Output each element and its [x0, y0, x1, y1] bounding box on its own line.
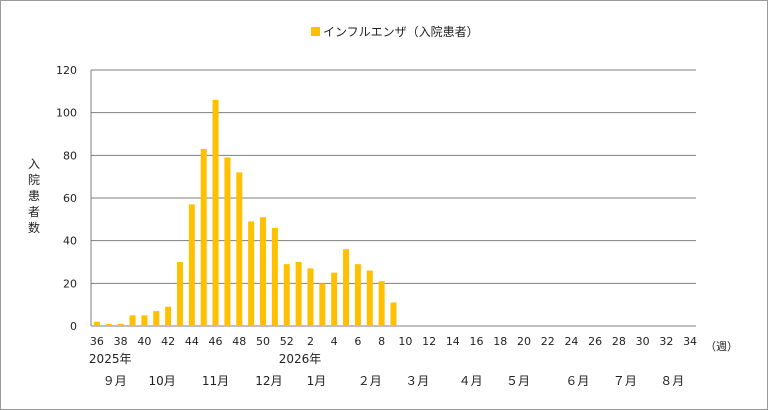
x-tick-label: 34 — [683, 335, 697, 348]
year-label: 2025年 — [89, 352, 132, 366]
bar — [93, 321, 100, 326]
y-axis-label-char: 患 — [28, 189, 40, 203]
bars — [93, 99, 397, 326]
month-label: 10月 — [149, 374, 176, 388]
x-tick-label: 36 — [90, 335, 104, 348]
year-labels: 2025年 2026年 — [89, 352, 321, 366]
y-tick-labels: 0 20 40 60 80 100 120 — [56, 64, 77, 333]
bar — [248, 221, 255, 326]
x-tick-label: 44 — [185, 335, 199, 348]
bar — [271, 227, 278, 326]
bar — [390, 302, 397, 326]
x-tick-label: 10 — [398, 335, 412, 348]
y-axis-label-char: 入 — [28, 157, 40, 171]
y-tick-label: 120 — [56, 64, 77, 77]
x-tick-label: 48 — [232, 335, 246, 348]
bar — [331, 272, 338, 326]
bar — [366, 270, 373, 326]
y-tick-label: 100 — [56, 107, 77, 120]
x-tick-label: 22 — [541, 335, 555, 348]
month-label: ６月 — [565, 374, 589, 388]
y-tick-label: 60 — [63, 192, 77, 205]
x-tick-label: 46 — [209, 335, 223, 348]
month-label: ８月 — [660, 374, 684, 388]
bar — [343, 249, 350, 326]
x-tick-label: 12 — [422, 335, 436, 348]
x-tick-label: 16 — [470, 335, 484, 348]
month-label: ５月 — [506, 374, 530, 388]
x-tick-label: 52 — [280, 335, 294, 348]
y-tick-label: 40 — [63, 235, 77, 248]
x-tick-label: 32 — [659, 335, 673, 348]
x-tick-label: 50 — [256, 335, 270, 348]
x-tick-label: 6 — [354, 335, 361, 348]
bar — [260, 217, 267, 326]
x-axis-unit: （週） — [705, 340, 738, 353]
y-axis-label-char: 数 — [28, 220, 40, 235]
y-axis-label-char: 者 — [28, 205, 40, 219]
x-tick-label: 18 — [493, 335, 507, 348]
bar — [212, 99, 219, 326]
bar — [176, 262, 183, 326]
month-label: ４月 — [459, 374, 483, 388]
x-tick-label: 40 — [137, 335, 151, 348]
bar — [236, 172, 243, 326]
month-label: ７月 — [613, 374, 637, 388]
bar — [200, 148, 207, 326]
year-label: 2026年 — [279, 352, 322, 366]
legend: インフルエンザ（入院患者） — [311, 25, 479, 39]
bar — [188, 204, 195, 326]
y-axis-label-char: 院 — [28, 173, 40, 187]
y-tick-label: 20 — [63, 277, 77, 290]
bar — [378, 281, 385, 326]
bar — [129, 315, 136, 326]
bar — [354, 264, 361, 326]
x-tick-label: 14 — [446, 335, 460, 348]
y-tick-label: 0 — [70, 320, 77, 333]
x-tick-label: 42 — [161, 335, 175, 348]
x-tick-labels: 36 38 40 42 44 46 48 50 52 2 4 6 8 10 12 14 16 18 20 22 24 26… — [90, 335, 697, 348]
bar — [224, 157, 231, 326]
bar — [165, 306, 172, 326]
x-tick-label: 38 — [114, 335, 128, 348]
month-label: ３月 — [405, 374, 429, 388]
bar — [117, 323, 124, 326]
bar — [319, 283, 326, 326]
x-tick-label: 28 — [612, 335, 626, 348]
legend-swatch — [311, 27, 320, 36]
legend-label: インフルエンザ（入院患者） — [323, 25, 479, 39]
bar — [307, 268, 314, 326]
month-labels: ９月 10月 11月 12月 1月 ２月 ３月 ４月 ５月 ６月 ７月 ８月 — [103, 374, 685, 388]
bar — [153, 311, 160, 326]
bar — [105, 323, 112, 326]
bar — [141, 315, 148, 326]
x-tick-label: 8 — [378, 335, 385, 348]
month-label: 12月 — [255, 374, 282, 388]
bar — [295, 262, 302, 326]
bar — [283, 264, 290, 326]
month-label: 11月 — [202, 374, 229, 388]
y-tick-label: 80 — [63, 149, 77, 162]
month-label: ９月 — [103, 374, 127, 388]
x-tick-label: 4 — [331, 335, 338, 348]
x-tick-label: 30 — [636, 335, 650, 348]
x-tick-label: 20 — [517, 335, 531, 348]
month-label: 1月 — [307, 374, 327, 388]
month-label: ２月 — [358, 374, 382, 388]
x-tick-label: 2 — [307, 335, 314, 348]
x-tick-label: 24 — [564, 335, 578, 348]
x-tick-label: 26 — [588, 335, 602, 348]
